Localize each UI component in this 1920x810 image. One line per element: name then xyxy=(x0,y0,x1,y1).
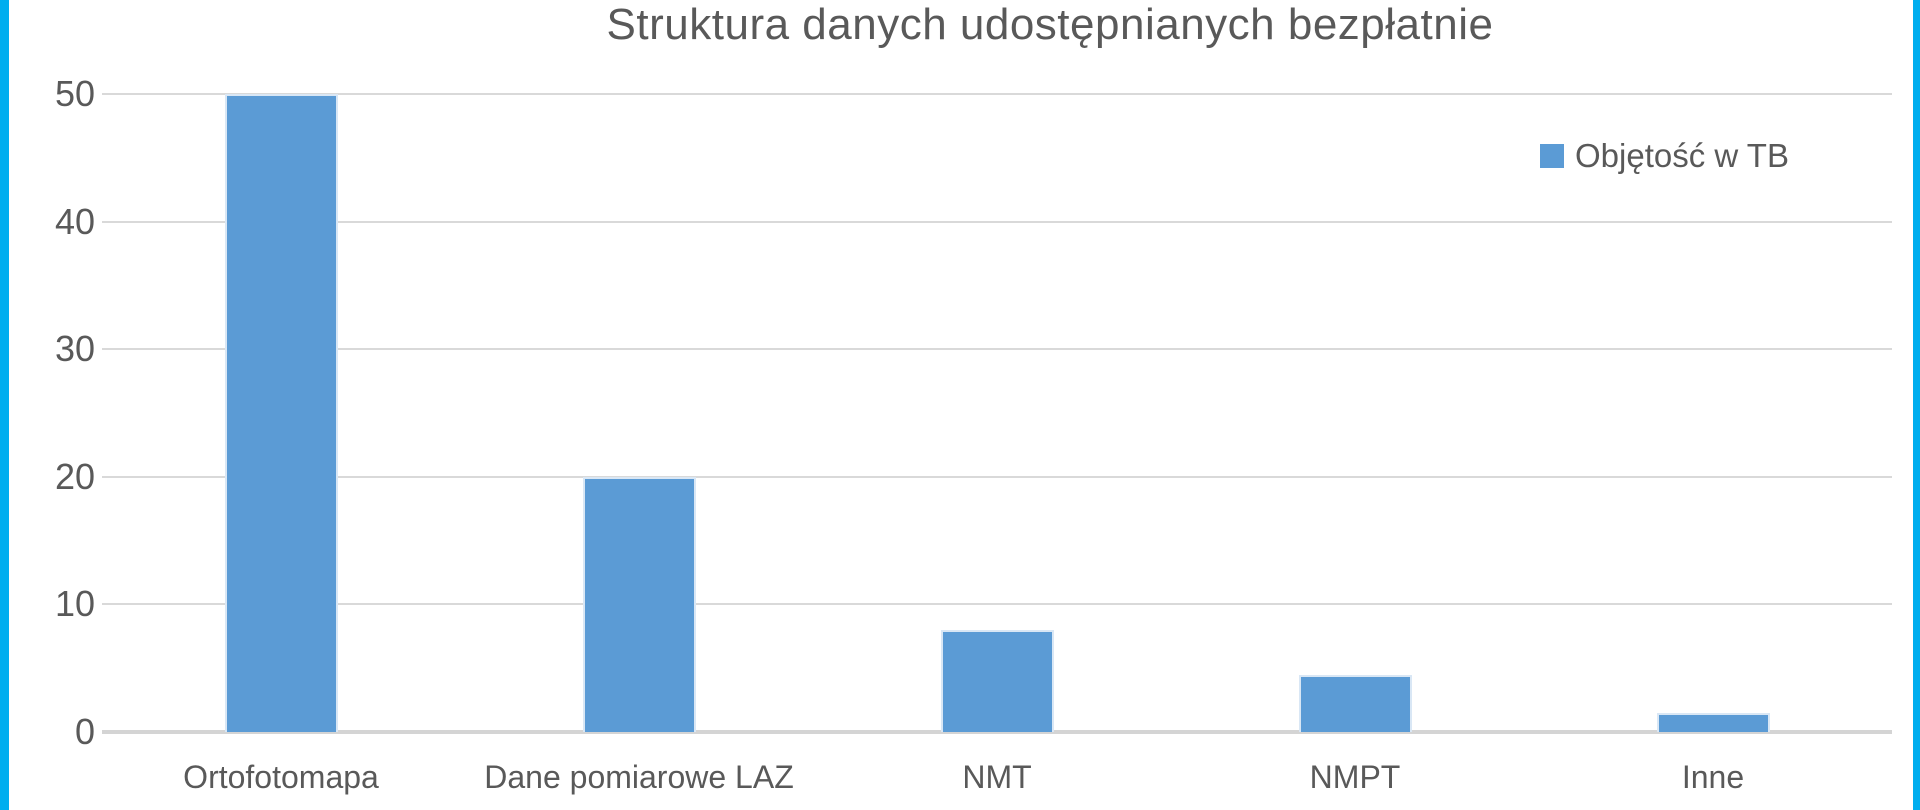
x-axis-category-label: Ortofotomapa xyxy=(183,759,379,795)
y-axis-tick-label: 10 xyxy=(54,583,95,625)
right-accent-border xyxy=(1913,0,1920,810)
gridline-10 xyxy=(102,603,1892,606)
y-axis-tick-label: 0 xyxy=(74,711,95,752)
x-axis-category-label: NMPT xyxy=(1309,759,1401,795)
bar-inne xyxy=(1656,712,1770,732)
y-axis-tick-label: 20 xyxy=(54,455,95,497)
bar-dane-pomiarowe-laz xyxy=(582,476,696,732)
gridline-20 xyxy=(102,475,1892,478)
bar-nmt xyxy=(940,629,1054,732)
chart-legend: Objętość w TB xyxy=(1540,134,1789,178)
x-axis-line xyxy=(102,730,1892,734)
x-axis-category-label: NMT xyxy=(962,759,1032,795)
y-axis-tick-label: 30 xyxy=(54,328,95,370)
chart-title: Struktura danych udostępnianych bezpłatn… xyxy=(606,0,1494,49)
y-axis-tick-label: 40 xyxy=(54,200,95,242)
legend-swatch-icon xyxy=(1540,144,1564,168)
bar-nmpt xyxy=(1298,674,1412,732)
x-axis-category-label: Dane pomiarowe LAZ xyxy=(484,759,794,795)
left-accent-border xyxy=(0,0,9,810)
gridline-30 xyxy=(102,348,1892,351)
y-axis-tick-label: 50 xyxy=(54,73,95,114)
legend-label: Objętość w TB xyxy=(1575,137,1789,174)
bar-ortofotomapa xyxy=(224,94,338,732)
x-axis-category-label: Inne xyxy=(1681,759,1745,795)
gridline-40 xyxy=(102,220,1892,223)
gridline-50 xyxy=(102,93,1892,95)
